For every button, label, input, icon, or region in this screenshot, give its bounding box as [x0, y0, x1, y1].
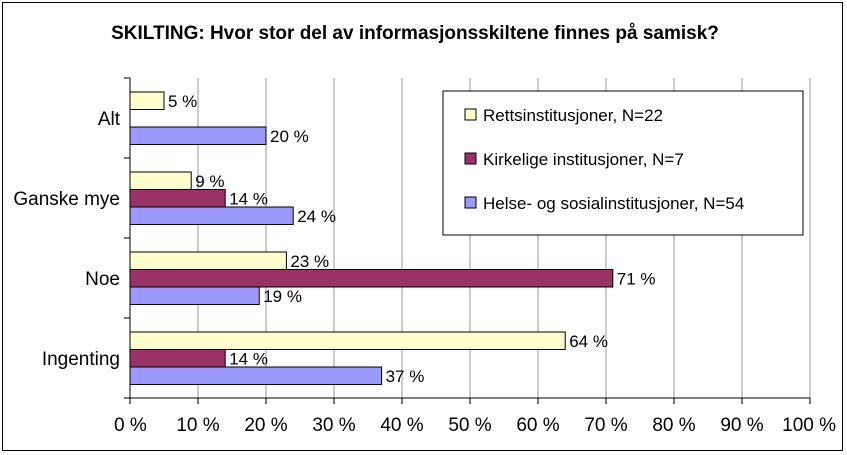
- data-label: 19 %: [263, 287, 302, 306]
- data-label: 5 %: [168, 92, 197, 111]
- x-tick-label: 50 %: [448, 415, 491, 436]
- x-tick-label: 90 %: [720, 415, 763, 436]
- legend-swatch: [464, 152, 477, 165]
- data-label: 20 %: [270, 127, 309, 146]
- bar: [129, 331, 566, 350]
- x-tick-label: 60 %: [516, 415, 559, 436]
- legend-label: Rettsinstitusjoner, N=22: [483, 106, 663, 125]
- data-label: 14 %: [229, 189, 268, 208]
- legend-label: Kirkelige institusjoner, N=7: [483, 150, 684, 169]
- bar: [129, 189, 226, 208]
- x-tick-label: 80 %: [652, 415, 695, 436]
- category-label: Noe: [85, 269, 120, 290]
- chart-title: SKILTING: Hvor stor del av informasjonss…: [111, 23, 719, 44]
- data-label: 24 %: [297, 207, 336, 226]
- bar: [129, 366, 383, 385]
- bar: [129, 349, 226, 368]
- bar: [129, 91, 165, 110]
- x-tick-label: 70 %: [584, 415, 627, 436]
- bar: [129, 171, 192, 190]
- bar: [129, 269, 614, 288]
- x-tick-label: 30 %: [312, 415, 355, 436]
- legend-swatch: [464, 108, 477, 121]
- data-label: 14 %: [229, 349, 268, 368]
- axes: Alt Ganske mye Noe Ingenting 0 % 10 % 20 % 30 %…: [13, 77, 836, 436]
- data-label: 9 %: [195, 172, 224, 191]
- x-tick-label: 100 %: [782, 415, 836, 436]
- bars: 5 % 20 % 9 % 14 % 24 % 23 % 71 % 19 % 64 % 14 % 37…: [129, 91, 656, 386]
- x-tick-label: 0 %: [114, 415, 147, 436]
- bar: [129, 251, 287, 270]
- category-label: Alt: [98, 109, 121, 130]
- data-label: 23 %: [290, 252, 329, 271]
- x-tick-label: 10 %: [176, 415, 219, 436]
- x-tick-label: 20 %: [244, 415, 287, 436]
- data-label: 71 %: [617, 269, 656, 288]
- category-label: Ganske mye: [13, 189, 120, 210]
- data-label: 37 %: [386, 367, 425, 386]
- legend: Rettsinstitusjoner, N=22 Kirkelige instit…: [442, 90, 804, 236]
- bar: [129, 286, 260, 305]
- data-label: 64 %: [569, 332, 608, 351]
- x-tick-label: 40 %: [380, 415, 423, 436]
- bar: [129, 206, 294, 225]
- legend-box: [442, 90, 804, 236]
- category-label: Ingenting: [42, 349, 120, 370]
- bar: [129, 126, 267, 145]
- legend-swatch: [464, 196, 477, 209]
- legend-label: Helse- og sosialinstitusjoner, N=54: [483, 194, 744, 213]
